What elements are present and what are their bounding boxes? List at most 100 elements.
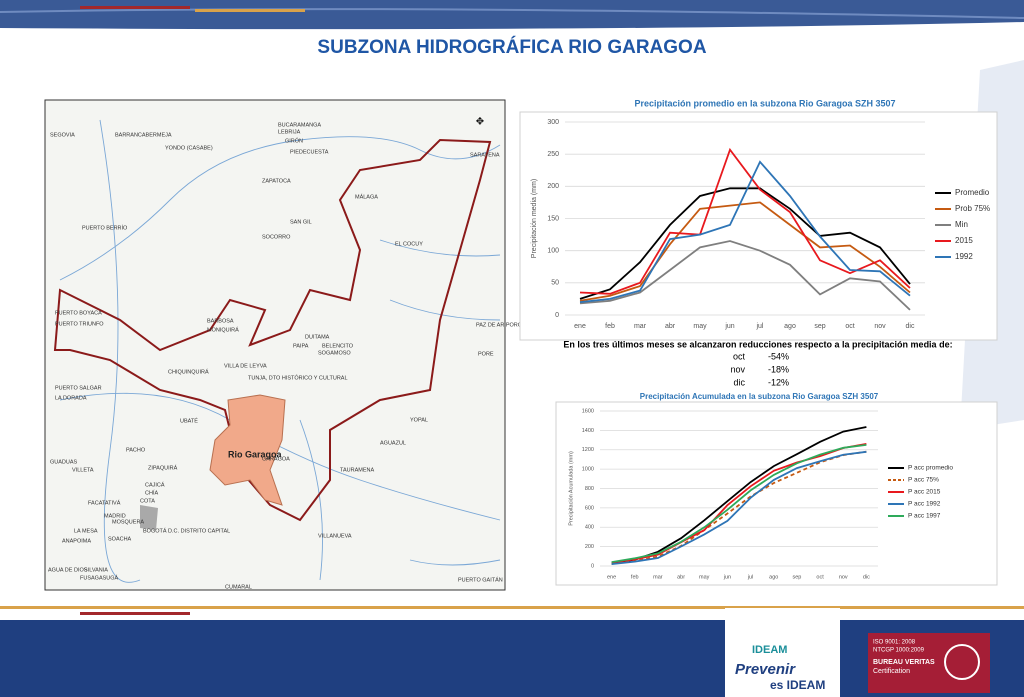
footer-line: [0, 606, 1024, 609]
place-label: BARRANCABERMEJA: [115, 132, 172, 138]
reduction: -54%: [768, 351, 789, 361]
x-tick-label: ago: [784, 323, 796, 330]
place-label: ANAPOIMA: [62, 538, 91, 544]
reductions-table: oct -54% nov -18% dic -12%: [730, 351, 789, 387]
place-label: BOGOTÁ D.C. DISTRITO CAPITAL: [143, 527, 230, 534]
reduction: -18%: [768, 364, 789, 374]
slogan: Prevenir: [735, 661, 796, 678]
place-label: TAURAMENA: [340, 467, 374, 473]
header-accent: [195, 9, 305, 12]
series-line: [579, 240, 911, 311]
chart-title: Precipitación promedio en la subzona Rio…: [634, 98, 895, 108]
place-label: BELENCITO: [322, 343, 354, 349]
slide-title: SUBZONA HIDROGRÁFICA RIO GARAGOA: [317, 36, 706, 58]
series-line: [611, 443, 867, 564]
place-label: VILLETA: [72, 467, 94, 473]
place-label: YOPAL: [410, 417, 428, 423]
rivers: [59, 119, 501, 583]
x-tick-label: may: [693, 323, 707, 330]
garagoa-zone: [209, 394, 286, 506]
y-axis-label: Precipitación Acumulada (mm): [568, 451, 574, 526]
header-stripe: [0, 8, 1024, 19]
place-label: DUITAMA: [305, 334, 330, 340]
series-line: [579, 201, 911, 302]
y-tick-label: 1200: [582, 447, 594, 453]
cert-text: Certification: [873, 668, 910, 675]
series-line: [611, 444, 867, 563]
place-label: VILLANUEVA: [318, 533, 352, 539]
place-label: MÁLAGA: [355, 193, 378, 200]
x-tick-label: jun: [723, 574, 731, 580]
x-tick-label: abr: [665, 323, 676, 330]
y-tick-label: 300: [547, 119, 559, 126]
x-tick-label: mar: [634, 323, 647, 330]
series-line: [579, 187, 911, 300]
y-tick-label: 100: [547, 248, 559, 255]
north-arrow: ✥: [476, 117, 484, 128]
series-line: [611, 426, 867, 565]
y-tick-label: 600: [585, 505, 594, 511]
y-tick-label: 1000: [582, 467, 594, 473]
y-tick-label: 150: [547, 215, 559, 222]
legend-label: P acc 1992: [908, 501, 941, 508]
chart-title: Precipitación Acumulada en la subzona Ri…: [640, 392, 879, 401]
place-label: BARBOSA: [207, 318, 234, 324]
reductions-text: En los tres últimos meses se alcanzaron …: [563, 339, 952, 349]
place-label: CHIQUINQUIRÁ: [168, 368, 209, 375]
place-label: SILVANIA: [84, 567, 108, 573]
x-tick-label: ene: [574, 323, 586, 330]
place-label: MONIQUIRÁ: [207, 326, 239, 333]
cert-logo: [868, 633, 990, 693]
ideam-logo-bg: [725, 608, 840, 697]
place-label: CUMARAL: [225, 584, 252, 590]
legend-label: 2015: [955, 236, 973, 245]
chart-frame: [555, 401, 998, 586]
place-label: AGUA DE DIOS: [48, 567, 88, 573]
y-tick-label: 1400: [582, 428, 594, 434]
place-label: COTA: [140, 498, 155, 504]
legend-label: 1992: [955, 252, 973, 261]
month: dic: [733, 377, 745, 387]
cert-text: BUREAU VERITAS: [873, 659, 935, 666]
place-label: SEGOVIA: [50, 132, 75, 138]
place-label: SOACHA: [108, 536, 132, 542]
header-accent: [80, 6, 190, 9]
place-label: MADRID: [104, 513, 126, 519]
place-label: TUNJA, DTO HISTÓRICO Y CULTURAL: [248, 374, 348, 381]
map: ✥ Rio Garagoa: [44, 99, 506, 591]
place-label: LEBRIJA: [278, 129, 301, 135]
place-label: SAN GIL: [290, 219, 312, 225]
region-label: Rio Garagoa: [228, 449, 283, 459]
place-label: VILLA DE LEYVA: [224, 363, 267, 369]
place-label: SARAVENA: [470, 152, 500, 158]
y-tick-label: 250: [547, 151, 559, 158]
place-label: PUERTO SALGAR: [55, 385, 102, 391]
header-band: [0, 0, 1024, 30]
y-tick-label: 50: [551, 280, 559, 287]
place-label: ZIPAQUIRÁ: [148, 464, 178, 471]
place-label: PUERTO TRIUNFO: [55, 321, 104, 327]
x-tick-label: oct: [845, 323, 854, 330]
place-label: GIRÓN: [285, 137, 303, 144]
cert-seal: [944, 644, 980, 680]
place-label: GARAGOA: [262, 456, 290, 462]
bogota-urban: [140, 505, 158, 530]
x-tick-label: ago: [769, 574, 778, 580]
place-label: SOCORRO: [262, 234, 291, 240]
place-label: BUCARAMANGA: [278, 122, 321, 128]
legend-label: Min: [955, 220, 968, 229]
place-label: SOGAMOSO: [318, 350, 351, 356]
place-label: CAJICÁ: [145, 481, 165, 488]
place-label: FUSAGASUGÁ: [80, 574, 119, 581]
legend-label: Prob 75%: [955, 204, 990, 213]
place-label: ZAPATOCA: [262, 178, 291, 184]
y-axis-label: Precipitación media (mm): [531, 179, 538, 258]
chart-frame: [519, 111, 998, 341]
reduction: -12%: [768, 377, 789, 387]
place-label: GUADUAS: [50, 459, 78, 465]
y-tick-label: 0: [555, 312, 559, 319]
place-label: PORE: [478, 351, 494, 357]
place-label: FACATATIVÁ: [88, 499, 121, 506]
place-label: YONDO (CASABE): [165, 145, 213, 151]
